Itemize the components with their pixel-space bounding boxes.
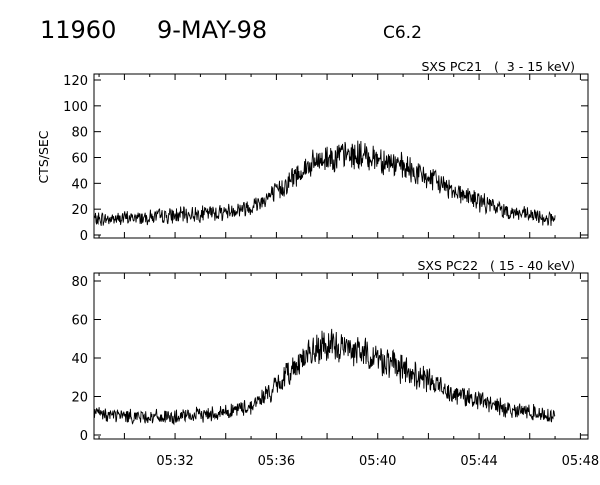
y-tick-label: 20 [71, 391, 88, 406]
x-tick-label: 05:48 [562, 454, 599, 469]
y-tick-label: 100 [63, 100, 88, 115]
plot-frame-pc22 [93, 272, 589, 440]
y-tick-label: 80 [71, 126, 88, 141]
y-tick-label: 20 [71, 203, 88, 218]
y-tick-label: 60 [71, 314, 88, 329]
event-number: 11960 [40, 16, 116, 44]
plot-frame-pc21 [93, 73, 589, 239]
x-tick-label: 05:32 [156, 454, 193, 469]
y-tick-label: 0 [80, 229, 88, 244]
panel-title-pc21: SXS PC21 ( 3 - 15 keV) [421, 59, 575, 74]
y-tick-label: 80 [71, 275, 88, 290]
y-tick-label: 40 [71, 352, 88, 367]
x-tick-label: 05:36 [258, 454, 295, 469]
series-line [93, 140, 556, 226]
panel-title-pc22: SXS PC22 ( 15 - 40 keV) [417, 258, 575, 273]
y-tick-label: 40 [71, 177, 88, 192]
event-date: 9-MAY-98 [157, 16, 267, 44]
y-tick-label: 60 [71, 152, 88, 167]
y-tick-label: 120 [63, 74, 88, 89]
y-axis-label: CTS/SEC [36, 130, 51, 183]
x-tick-label: 05:44 [460, 454, 497, 469]
flare-class: C6.2 [383, 23, 422, 43]
series-line [93, 328, 556, 426]
x-tick-label: 05:40 [359, 454, 396, 469]
y-tick-label: 0 [80, 429, 88, 444]
